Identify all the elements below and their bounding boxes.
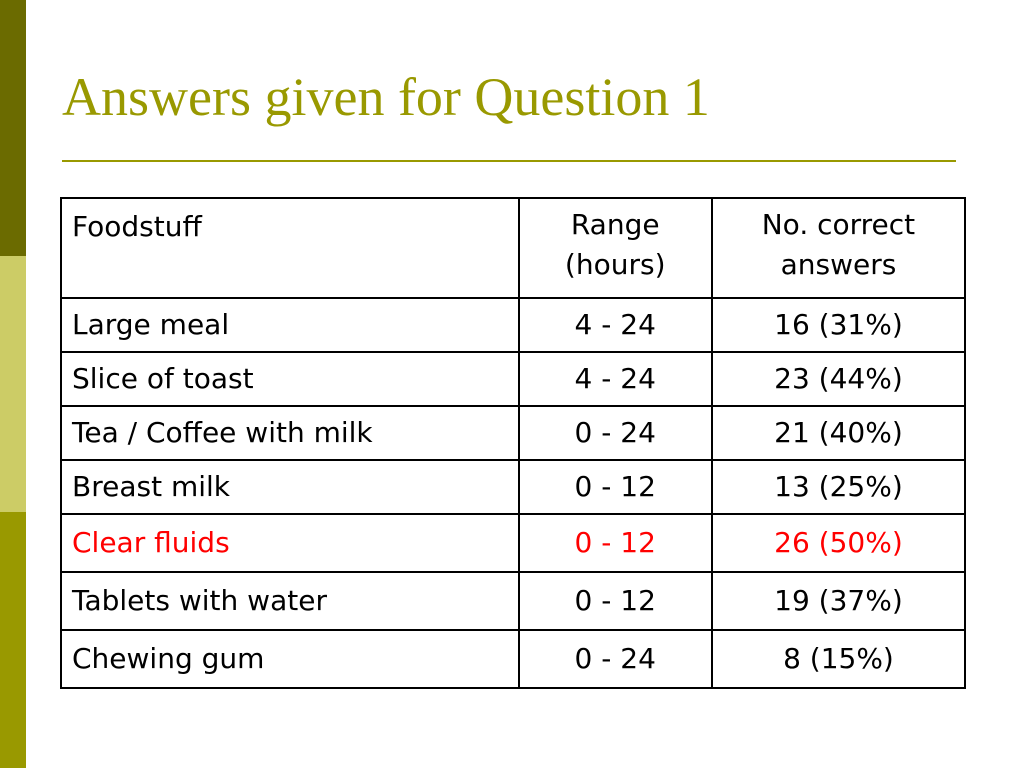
cell-correct: 26 (50%): [710, 513, 967, 573]
header-correct-line1: No. correct: [761, 208, 916, 241]
title-divider: [62, 160, 956, 162]
slide-title: Answers given for Question 1: [62, 67, 710, 127]
cell-range: 4 - 24: [517, 297, 713, 353]
header-range-line1: Range: [570, 208, 660, 241]
cell-range: 0 - 24: [517, 629, 713, 689]
cell-foodstuff: Breast milk: [60, 459, 520, 515]
answers-table: Foodstuff Range (hours) No. correct answ…: [60, 197, 967, 689]
table-header-row: Foodstuff Range (hours) No. correct answ…: [60, 197, 967, 299]
cell-correct: 21 (40%): [710, 405, 967, 461]
table-row: Tea / Coffee with milk 0 - 24 21 (40%): [60, 405, 967, 461]
cell-correct: 23 (44%): [710, 351, 967, 407]
cell-correct: 19 (37%): [710, 571, 967, 631]
cell-correct: 8 (15%): [710, 629, 967, 689]
table-row: Slice of toast 4 - 24 23 (44%): [60, 351, 967, 407]
cell-range: 0 - 12: [517, 571, 713, 631]
cell-foodstuff: Chewing gum: [60, 629, 520, 689]
header-correct: No. correct answers: [710, 197, 967, 299]
cell-range: 4 - 24: [517, 351, 713, 407]
table-row: Clear fluids 0 - 12 26 (50%): [60, 513, 967, 573]
cell-range: 0 - 24: [517, 405, 713, 461]
cell-foodstuff: Tablets with water: [60, 571, 520, 631]
table-row: Tablets with water 0 - 12 19 (37%): [60, 571, 967, 631]
cell-foodstuff: Slice of toast: [60, 351, 520, 407]
header-range: Range (hours): [517, 197, 713, 299]
table-row: Breast milk 0 - 12 13 (25%): [60, 459, 967, 515]
side-bar-light: [0, 256, 26, 512]
header-correct-line2: answers: [780, 248, 897, 281]
cell-correct: 13 (25%): [710, 459, 967, 515]
cell-foodstuff: Large meal: [60, 297, 520, 353]
cell-foodstuff: Clear fluids: [60, 513, 520, 573]
cell-foodstuff: Tea / Coffee with milk: [60, 405, 520, 461]
table-row: Chewing gum 0 - 24 8 (15%): [60, 629, 967, 689]
cell-range: 0 - 12: [517, 513, 713, 573]
cell-correct: 16 (31%): [710, 297, 967, 353]
side-bar-dark: [0, 0, 26, 256]
side-bar-mid: [0, 512, 26, 768]
header-range-line2: (hours): [564, 248, 666, 281]
cell-range: 0 - 12: [517, 459, 713, 515]
header-foodstuff: Foodstuff: [60, 197, 520, 299]
table-row: Large meal 4 - 24 16 (31%): [60, 297, 967, 353]
